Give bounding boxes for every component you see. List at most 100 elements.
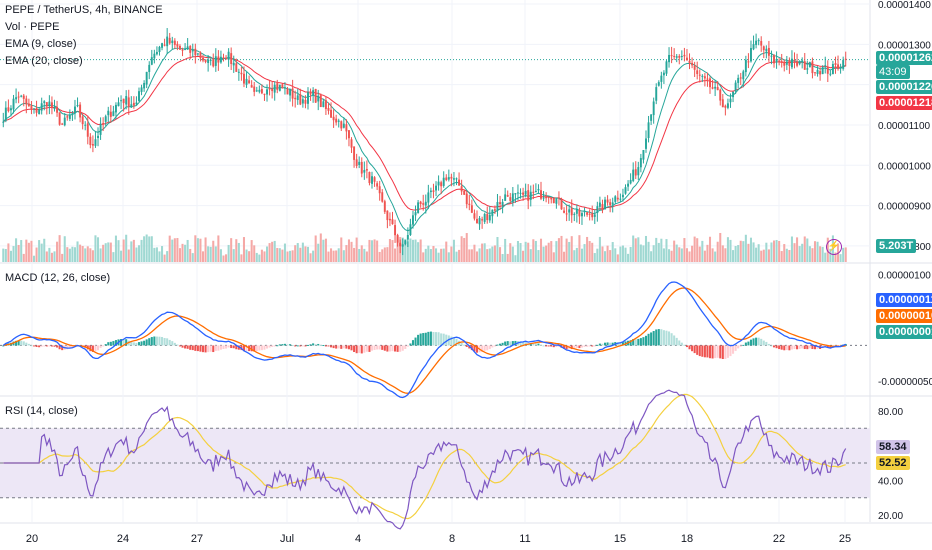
candle-body xyxy=(803,61,806,70)
volume-bar xyxy=(161,246,164,262)
macd-histogram-bar xyxy=(716,345,719,358)
volume-bar xyxy=(573,250,576,262)
candle-body xyxy=(834,63,837,65)
candle-body xyxy=(355,159,358,166)
candle-body xyxy=(839,67,842,69)
macd-histogram-bar xyxy=(737,345,740,349)
volume-bar xyxy=(217,235,220,262)
macd-histogram-bar xyxy=(522,341,525,346)
volume-bar xyxy=(84,248,87,262)
macd-histogram-bar xyxy=(230,345,233,349)
time-axis[interactable]: 20 24 27 Jul 4 8 11 15 18 22 25 xyxy=(26,533,851,545)
volume-bar xyxy=(163,254,166,262)
volume-bar xyxy=(137,245,141,262)
candle-body xyxy=(545,196,548,199)
macd-histogram-bar xyxy=(570,345,573,350)
candle-body xyxy=(166,36,169,47)
volume-bar xyxy=(483,243,486,262)
candle-body xyxy=(814,72,816,74)
volume-bar xyxy=(61,253,64,262)
macd-histogram-bar xyxy=(186,345,189,349)
candle-body xyxy=(212,59,215,67)
candle-body xyxy=(368,172,371,183)
macd-pane xyxy=(0,281,870,399)
candle-body xyxy=(647,122,650,138)
macd-histogram-bar xyxy=(481,345,484,353)
volume-bar xyxy=(429,249,432,262)
volume-bar xyxy=(171,239,174,262)
candle-body xyxy=(86,123,89,137)
macd-legend[interactable]: MACD (12, 26, close) xyxy=(5,272,111,284)
macd-histogram-bar xyxy=(447,335,450,346)
volume-bar xyxy=(652,245,655,262)
volume-bar xyxy=(601,246,604,262)
candle-body xyxy=(114,104,117,113)
volume-bar xyxy=(232,249,235,262)
volume-bar xyxy=(242,237,246,262)
candle-body xyxy=(394,225,397,236)
candle-body xyxy=(27,103,30,106)
macd-histogram-bar xyxy=(470,345,473,351)
candle-body xyxy=(56,106,59,113)
macd-histogram-bar xyxy=(322,345,325,347)
macd-histogram-bar xyxy=(225,345,228,349)
macd-histogram-bar xyxy=(493,345,496,347)
flash-icon[interactable]: ⚡ xyxy=(826,239,842,255)
volume-bar xyxy=(491,246,494,262)
macd-histogram-bar xyxy=(550,345,553,347)
ema9-legend[interactable]: EMA (9, close) xyxy=(5,38,77,50)
candle-body xyxy=(135,102,138,105)
macd-histogram-bar xyxy=(199,345,202,352)
macd-histogram-bar xyxy=(163,337,166,346)
macd-histogram-bar xyxy=(499,343,502,346)
candle-body xyxy=(84,124,87,126)
candle-body xyxy=(360,161,363,174)
macd-histogram-bar xyxy=(452,337,455,346)
volume-legend[interactable]: Vol · PEPE xyxy=(5,21,60,33)
macd-histogram-bar xyxy=(145,339,148,346)
macd-histogram-bar xyxy=(306,344,310,346)
macd-histogram-bar xyxy=(27,343,30,346)
macd-histogram-bar xyxy=(150,337,153,346)
candle-body xyxy=(337,120,340,122)
macd-histogram-bar xyxy=(611,342,614,346)
macd-histogram-bar xyxy=(109,341,112,346)
candle-body xyxy=(130,104,133,108)
macd-histogram-bar xyxy=(201,345,205,353)
candle-body xyxy=(575,208,578,214)
macd-histogram-bar xyxy=(370,345,374,351)
candle-body xyxy=(488,214,491,221)
volume-bar xyxy=(376,240,379,262)
macd-histogram-bar xyxy=(811,345,814,350)
macd-histogram-bar xyxy=(547,345,550,347)
macd-histogram-bar xyxy=(317,343,320,346)
ema-lines xyxy=(2,47,846,232)
candle-body xyxy=(757,40,760,42)
ema20-legend[interactable]: EMA (20, close) xyxy=(5,55,83,67)
candle-body xyxy=(132,102,135,106)
volume-bar xyxy=(662,248,665,262)
candle-body xyxy=(783,61,786,66)
volume-bar xyxy=(388,239,391,262)
volume-bar xyxy=(71,246,74,262)
candle-body xyxy=(458,179,461,186)
macd-histogram-bar xyxy=(404,345,407,349)
volume-bar xyxy=(406,241,409,262)
candle-body xyxy=(191,49,194,52)
candle-body xyxy=(716,87,719,91)
volume-bar xyxy=(411,239,415,262)
candle-body xyxy=(588,213,591,215)
candle-body xyxy=(79,104,82,118)
rsi-legend[interactable]: RSI (14, close) xyxy=(5,405,78,417)
volume-bar xyxy=(698,246,701,262)
volume-bar xyxy=(516,240,519,262)
volume-bar xyxy=(66,247,69,262)
candle-body xyxy=(412,215,414,225)
candle-body xyxy=(396,234,399,243)
price-axis[interactable]: 0.000014000.000013000.000012000.00001100… xyxy=(878,0,932,522)
macd-histogram-bar xyxy=(706,345,709,358)
volume-bar xyxy=(593,253,596,262)
candle-body xyxy=(614,196,617,202)
symbol-legend[interactable]: PEPE / TetherUS, 4h, BINANCE xyxy=(5,4,163,16)
